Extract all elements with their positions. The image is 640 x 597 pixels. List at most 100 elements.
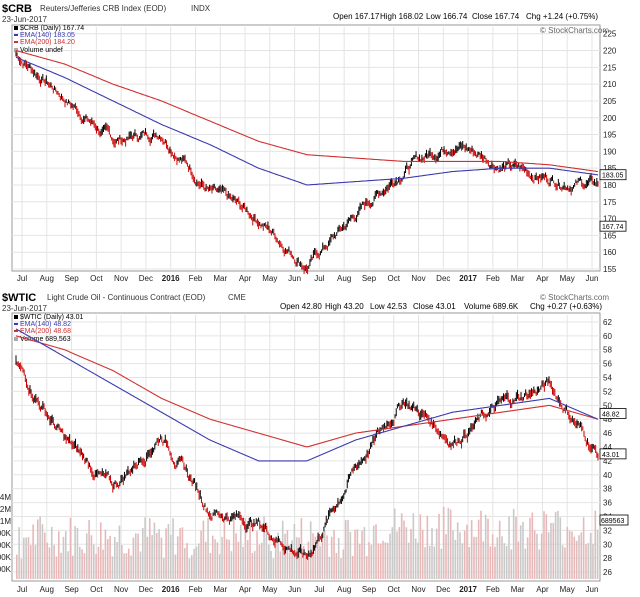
wtic-volume-bar: [354, 529, 356, 579]
wtic-volume-bar: [337, 537, 340, 579]
wtic-volume-axis: 1.4M 1.2M 1M 800K 600K 400K 200K: [0, 493, 12, 574]
wtic-volume-bar: [321, 531, 324, 579]
wtic-volume-bar: [477, 519, 480, 579]
wtic-volume-axis-label: 1M: [0, 517, 11, 526]
wtic-volume-bar: [27, 537, 30, 579]
wtic-volume-bar: [90, 535, 93, 579]
wtic-volume-bar: [197, 543, 200, 579]
crb-watermark: © StockCharts.com: [540, 26, 609, 35]
wtic-y-tick-label: 26: [603, 568, 612, 577]
wtic-volume-bar: [463, 530, 466, 579]
months-top-label: Jul: [17, 274, 27, 283]
wtic-volume-bar: [272, 558, 275, 579]
wtic-volume-bar: [489, 546, 492, 579]
wtic-volume-bar: [69, 517, 72, 579]
wtic-volume-bar: [347, 519, 349, 579]
crb-y-tick-label: 155: [603, 265, 617, 274]
wtic-volume-bar: [36, 519, 39, 579]
crb-legend-ema200: EMA(200) 184.20: [20, 39, 75, 46]
wtic-volume-bar: [153, 522, 156, 579]
wtic-volume-bar: [545, 514, 548, 579]
months-bottom-label: Jun: [586, 585, 599, 594]
months-top-label: Oct: [388, 274, 401, 283]
wtic-volume-bar: [496, 537, 499, 579]
wtic-volume-bar: [459, 532, 461, 579]
months-bottom-label: Feb: [486, 585, 500, 594]
wtic-volume-bar: [554, 512, 557, 579]
wtic-volume-bar: [475, 536, 478, 579]
wtic-volume-bar: [62, 536, 65, 579]
months-bottom-label: Mar: [213, 585, 227, 594]
wtic-volume-bar: [221, 536, 223, 579]
wtic-y-tick-label: 32: [603, 526, 612, 535]
wtic-volume-bar: [365, 556, 368, 579]
wtic-volume-bar: [473, 536, 475, 579]
crb-plot-area: [11, 24, 601, 272]
wtic-volume-bar: [382, 540, 384, 579]
months-bottom-label: Nov: [411, 585, 425, 594]
months-top-label: Feb: [486, 274, 500, 283]
wtic-volume-bar: [559, 517, 562, 579]
wtic-volume-bar: [344, 520, 347, 579]
wtic-y-axis: 26283032343638404244464850525456586062: [603, 318, 612, 577]
months-bottom-label: 2016: [162, 585, 180, 594]
wtic-y-tick-label: 56: [603, 360, 612, 369]
wtic-volume-bar: [368, 541, 370, 579]
wtic-volume-bar: [18, 527, 20, 579]
wtic-volume-bar: [137, 533, 139, 579]
wtic-volume-bar: [214, 539, 216, 579]
crb-y-tick-label: 185: [603, 164, 617, 173]
wtic-volume-bar: [400, 513, 403, 579]
wtic-y-tick-label: 30: [603, 540, 612, 549]
crb-y-tick-label: 225: [603, 30, 617, 39]
wtic-volume-bar: [239, 524, 242, 579]
wtic-volume-bar: [249, 521, 251, 579]
wtic-volume-bar: [50, 526, 53, 579]
wtic-volume-bar: [57, 531, 60, 579]
months-top-label: Nov: [114, 274, 128, 283]
wtic-volume-tag: 689563: [601, 518, 624, 525]
wtic-volume-bar: [277, 532, 279, 579]
wtic-volume-bar: [225, 539, 228, 579]
months-bottom-label: Aug: [40, 585, 54, 594]
wtic-volume-bar: [265, 522, 268, 579]
wtic-volume-bar: [302, 545, 305, 579]
months-top-label: Apr: [536, 274, 549, 283]
wtic-volume-bar: [379, 543, 382, 579]
wtic-volume-bar: [209, 553, 212, 579]
wtic-volume-bar: [146, 536, 149, 579]
wtic-volume-bar: [393, 508, 396, 579]
wtic-volume-bar: [67, 551, 69, 579]
wtic-volume-bar: [25, 537, 27, 579]
wtic-volume-bar: [589, 532, 592, 579]
wtic-volume-bar: [403, 520, 405, 579]
wtic-volume-bar: [109, 535, 111, 579]
wtic-volume-bar: [587, 543, 590, 579]
wtic-volume-bar: [428, 545, 431, 579]
wtic-volume-bar: [251, 552, 254, 579]
wtic-open: Open 42.80: [280, 302, 322, 311]
wtic-volume-bar: [165, 528, 167, 579]
months-top-label: Aug: [337, 274, 351, 283]
wtic-volume-bar: [501, 536, 503, 579]
wtic-volume-bar: [594, 510, 597, 579]
wtic-volume-bar: [582, 517, 585, 579]
wtic-volume-bar: [260, 542, 263, 579]
wtic-legend-ema200: EMA(200) 48.68: [20, 328, 71, 335]
wtic-volume-bar: [118, 525, 121, 579]
wtic-volume-bar: [148, 518, 151, 579]
months-top-label: Mar: [511, 274, 525, 283]
crb-y-tick-label: 210: [603, 80, 617, 89]
wtic-y-tick-label: 54: [603, 374, 612, 383]
wtic-volume-bar: [342, 549, 345, 579]
wtic-volume-bar: [312, 533, 314, 579]
wtic-volume-bar: [60, 552, 62, 579]
crb-open: Open 167.17: [333, 12, 380, 21]
wtic-volume-bar: [174, 554, 177, 579]
wtic-volume-bar: [435, 528, 438, 579]
wtic-volume-bar: [176, 536, 179, 579]
wtic-volume-bar: [484, 514, 487, 579]
wtic-volume-bar: [349, 531, 352, 579]
crb-ema-tag: 183.05: [602, 173, 624, 180]
wtic-y-tick-label: 48: [603, 415, 612, 424]
